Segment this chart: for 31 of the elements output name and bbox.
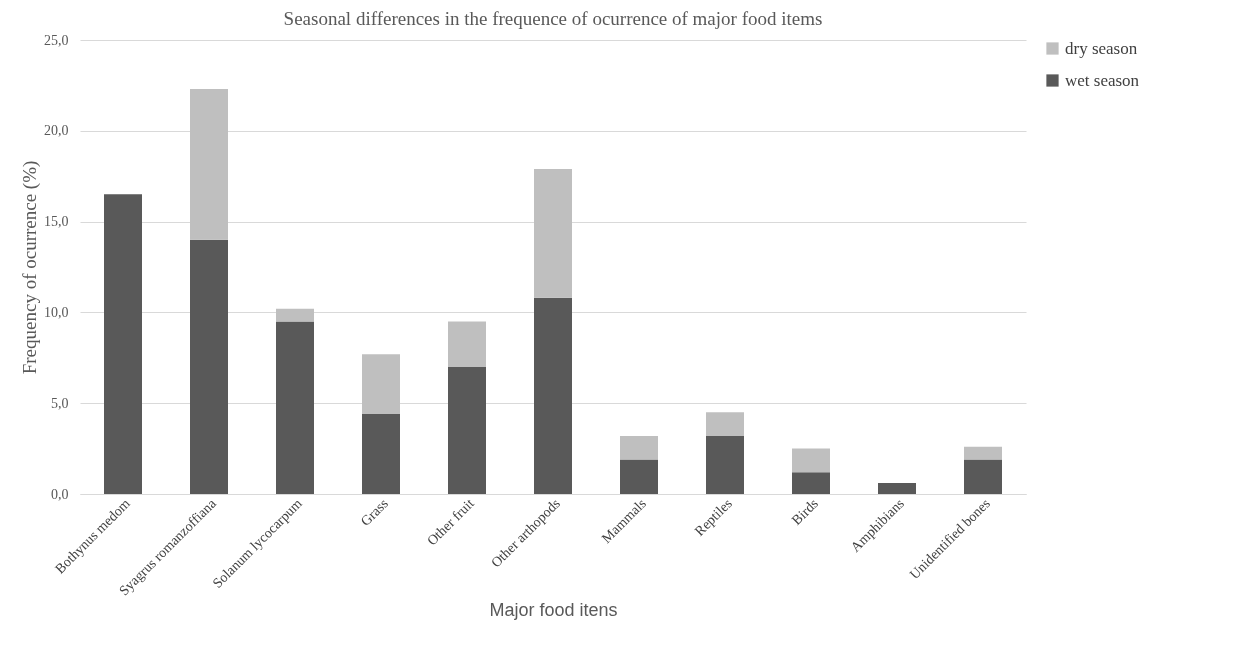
bar	[878, 483, 916, 494]
bar	[534, 297, 572, 494]
bar	[964, 446, 1002, 460]
y-axis-title: Frequency of ocurrence (%)	[19, 160, 41, 375]
bar	[706, 412, 744, 436]
bar	[104, 194, 142, 494]
chart-title: Seasonal differences in the frequence of ocurrence of major food items	[283, 8, 823, 29]
bar	[620, 459, 658, 494]
y-tick-label: 20,0	[44, 123, 69, 139]
y-tick-label: 0,0	[51, 486, 69, 502]
bar	[362, 414, 400, 494]
y-tick-label: 15,0	[44, 214, 69, 230]
bar	[448, 366, 486, 494]
x-axis-title: Major food itens	[489, 600, 618, 621]
bar	[276, 308, 314, 322]
y-tick-label: 10,0	[44, 304, 69, 320]
bar	[534, 168, 572, 298]
bar	[964, 459, 1002, 494]
bar	[620, 435, 658, 460]
legend-label: dry season	[1065, 38, 1138, 58]
bar	[448, 321, 486, 367]
legend-label: wet season	[1065, 70, 1140, 90]
bar	[792, 472, 830, 494]
bar	[792, 448, 830, 473]
bar	[706, 435, 744, 494]
bar	[190, 89, 228, 240]
bar	[190, 239, 228, 494]
bar	[362, 354, 400, 415]
y-tick-label: 5,0	[51, 395, 69, 411]
bar	[276, 321, 314, 494]
y-tick-label: 25,0	[44, 32, 69, 48]
